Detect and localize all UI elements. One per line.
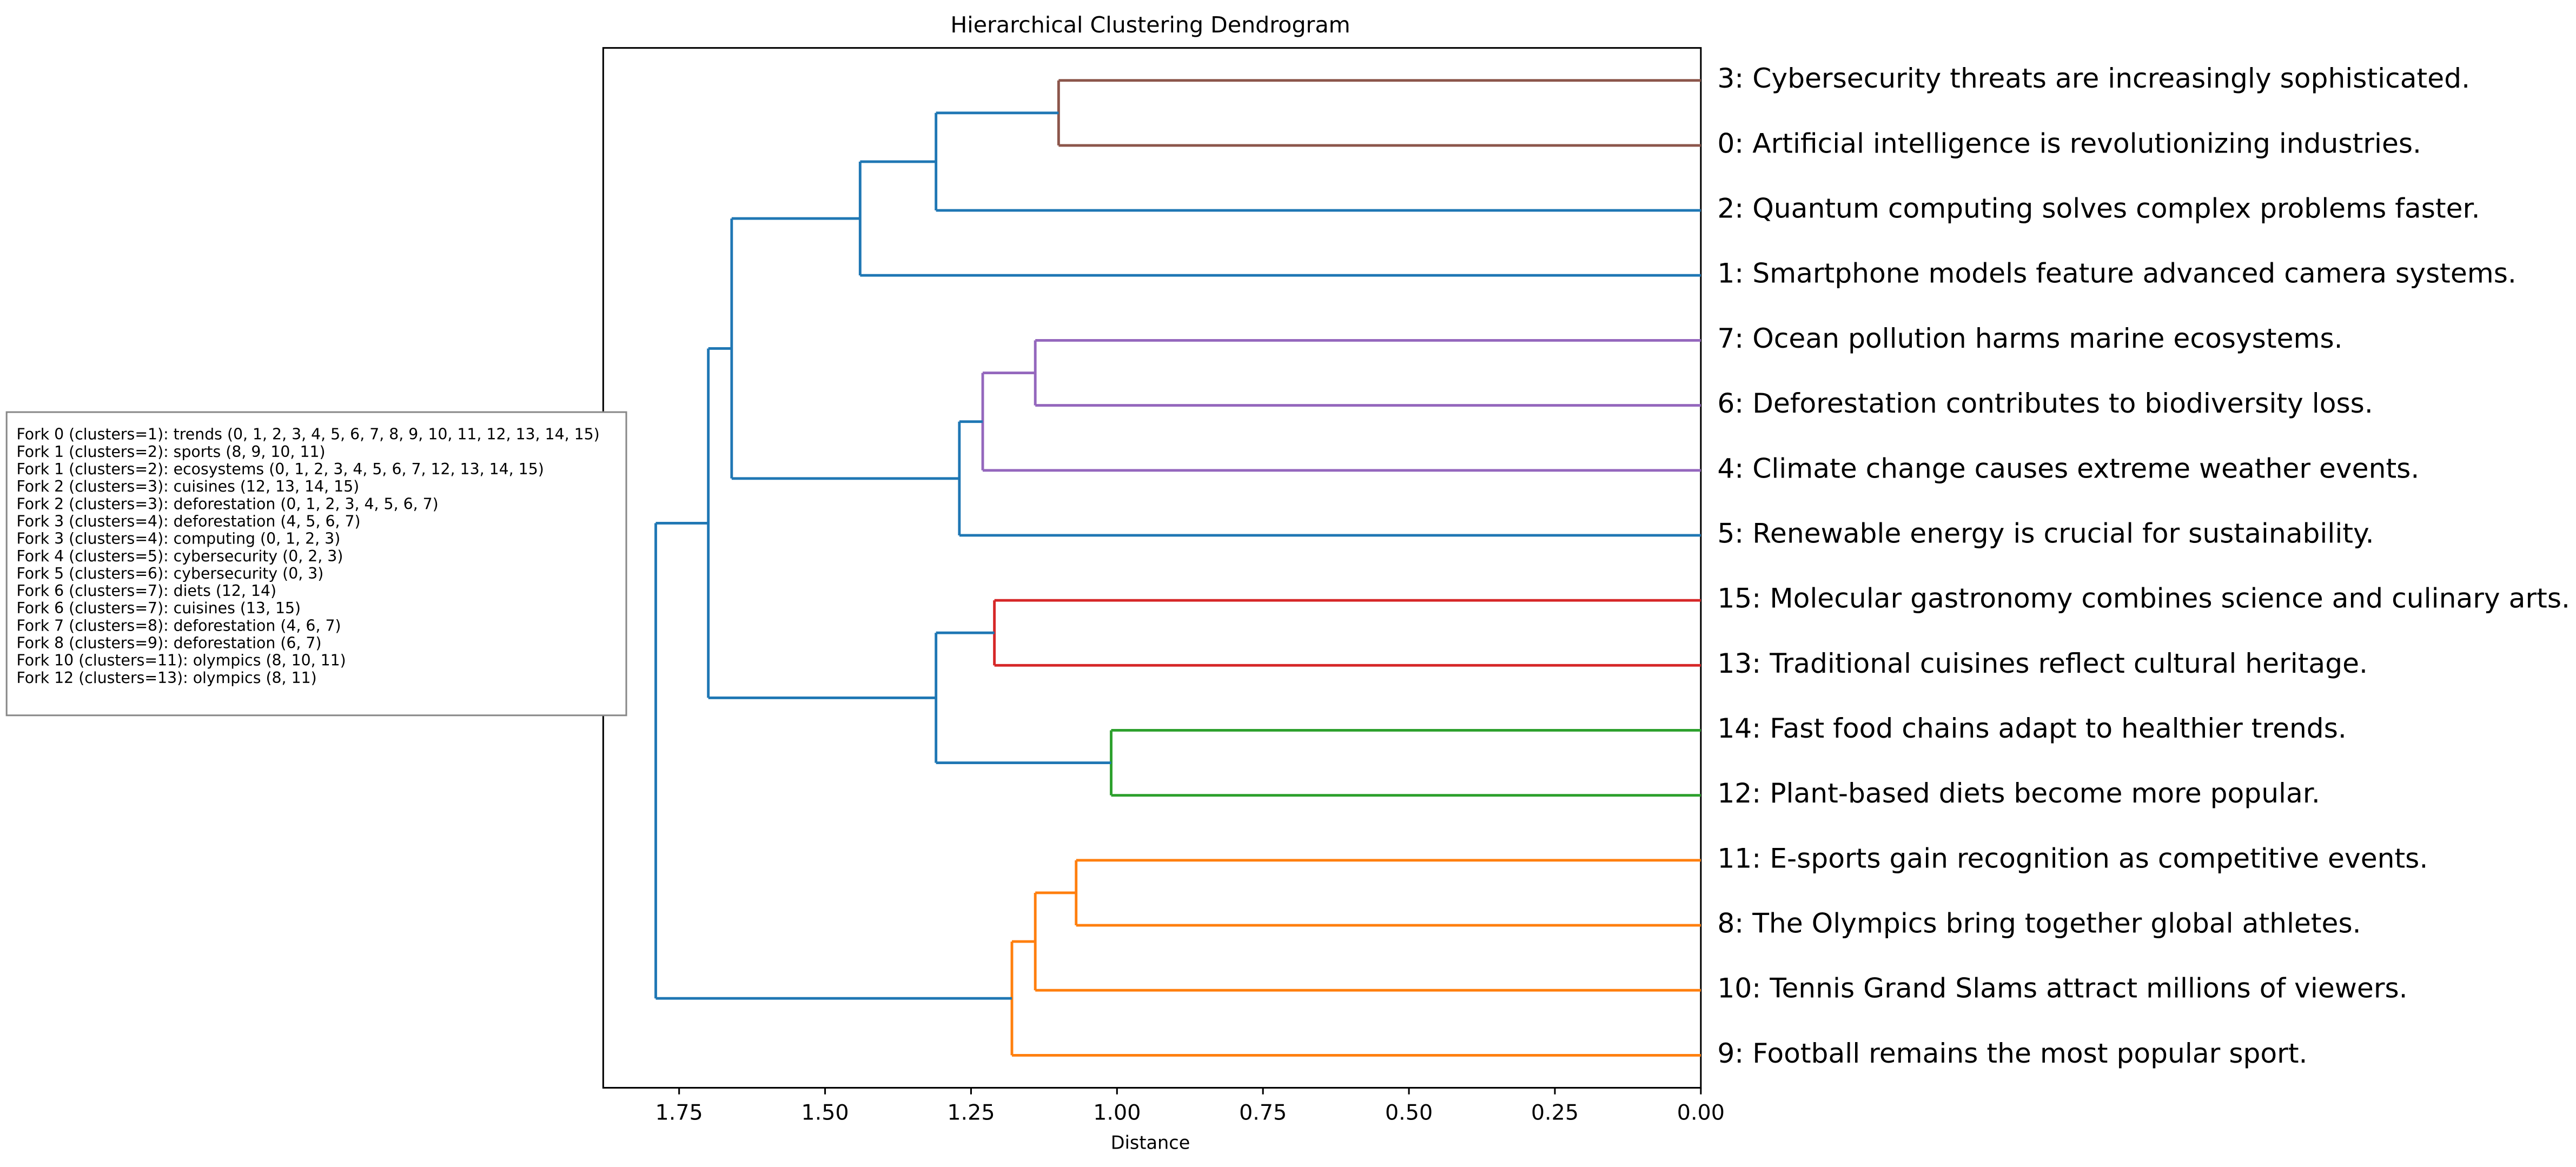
legend-entry: Fork 3 (clusters=4): computing (0, 1, 2,… (16, 530, 340, 548)
chart-title: Hierarchical Clustering Dendrogram (950, 12, 1350, 38)
legend-entry: Fork 7 (clusters=8): deforestation (4, 6… (16, 616, 341, 634)
leaf-label: 1: Smartphone models feature advanced ca… (1717, 257, 2517, 289)
legend-entry: Fork 10 (clusters=11): olympics (8, 10, … (16, 652, 346, 669)
leaf-label: 13: Traditional cuisines reflect cultura… (1717, 647, 2368, 679)
dendrogram-link (1110, 729, 1701, 797)
leaf-label: 0: Artificial intelligence is revolution… (1717, 127, 2421, 159)
leaf-label: 2: Quantum computing solves complex prob… (1717, 193, 2480, 224)
leaf-label: 9: Football remains the most popular spo… (1717, 1037, 2307, 1069)
x-tick-label: 0.50 (1385, 1100, 1433, 1125)
dendrogram-link (1034, 891, 1701, 992)
dendrogram-link (935, 111, 1701, 212)
x-tick-label: 1.75 (655, 1100, 703, 1125)
leaf-label: 4: Climate change causes extreme weather… (1717, 452, 2419, 484)
leaf-label: 14: Fast food chains adapt to healthier … (1717, 712, 2347, 744)
dendrogram-link (1010, 940, 1701, 1057)
leaf-label: 3: Cybersecurity threats are increasingl… (1717, 62, 2470, 94)
x-tick-label: 1.25 (947, 1100, 995, 1125)
x-tick-label: 0.00 (1677, 1100, 1725, 1125)
legend-entry: Fork 2 (clusters=3): cuisines (12, 13, 1… (16, 478, 359, 495)
x-tick-label: 1.50 (801, 1100, 849, 1125)
legend-entry: Fork 3 (clusters=4): deforestation (4, 5… (16, 512, 360, 530)
dendrogram-link (993, 599, 1701, 667)
legend-entry: Fork 6 (clusters=7): diets (12, 14) (16, 582, 276, 600)
dendrogram-link (981, 372, 1701, 472)
x-tick-label: 1.00 (1093, 1100, 1141, 1125)
plot-frame (602, 47, 1702, 1089)
dendrogram-link (1034, 339, 1701, 407)
dendrogram-link (1057, 79, 1701, 147)
dendrogram-link (1075, 859, 1701, 927)
legend-entry: Fork 4 (clusters=5): cybersecurity (0, 2… (16, 547, 343, 565)
dendrogram-link (858, 160, 1701, 277)
leaf-label: 15: Molecular gastronomy combines scienc… (1717, 582, 2570, 614)
dendrogram-link (654, 521, 1012, 1000)
leaf-label: 6: Deforestation contributes to biodiver… (1717, 387, 2373, 419)
legend-entry: Fork 1 (clusters=2): sports (8, 9, 10, 1… (16, 443, 325, 461)
legend-entry: Fork 6 (clusters=7): cuisines (13, 15) (16, 599, 301, 617)
legend-entry: Fork 12 (clusters=13): olympics (8, 11) (16, 669, 316, 687)
dendrogram-link (730, 217, 959, 480)
legend-entry: Fork 2 (clusters=3): deforestation (0, 1… (16, 495, 438, 513)
dendrogram-link (935, 631, 1111, 765)
leaf-label: 8: The Olympics bring together global at… (1717, 907, 2361, 939)
leaf-label: 11: E-sports gain recognition as competi… (1717, 842, 2428, 874)
leaf-label: 12: Plant-based diets become more popula… (1717, 777, 2320, 809)
x-axis-label: Distance (1111, 1132, 1190, 1153)
leaf-label: 10: Tennis Grand Slams attract millions … (1717, 972, 2407, 1004)
legend-entry: Fork 5 (clusters=6): cybersecurity (0, 3… (16, 565, 323, 582)
x-tick-label: 0.25 (1531, 1100, 1579, 1125)
legend-entry: Fork 8 (clusters=9): deforestation (6, 7… (16, 634, 321, 652)
x-tick-label: 0.75 (1239, 1100, 1287, 1125)
leaf-label: 7: Ocean pollution harms marine ecosyste… (1717, 322, 2342, 354)
leaf-label: 5: Renewable energy is crucial for susta… (1717, 517, 2374, 549)
legend-box (5, 411, 627, 717)
legend-entry: Fork 0 (clusters=1): trends (0, 1, 2, 3,… (16, 426, 599, 443)
legend-entry: Fork 1 (clusters=2): ecosystems (0, 1, 2… (16, 460, 544, 478)
dendrogram-link (707, 347, 936, 699)
dendrogram-link (958, 420, 1701, 537)
